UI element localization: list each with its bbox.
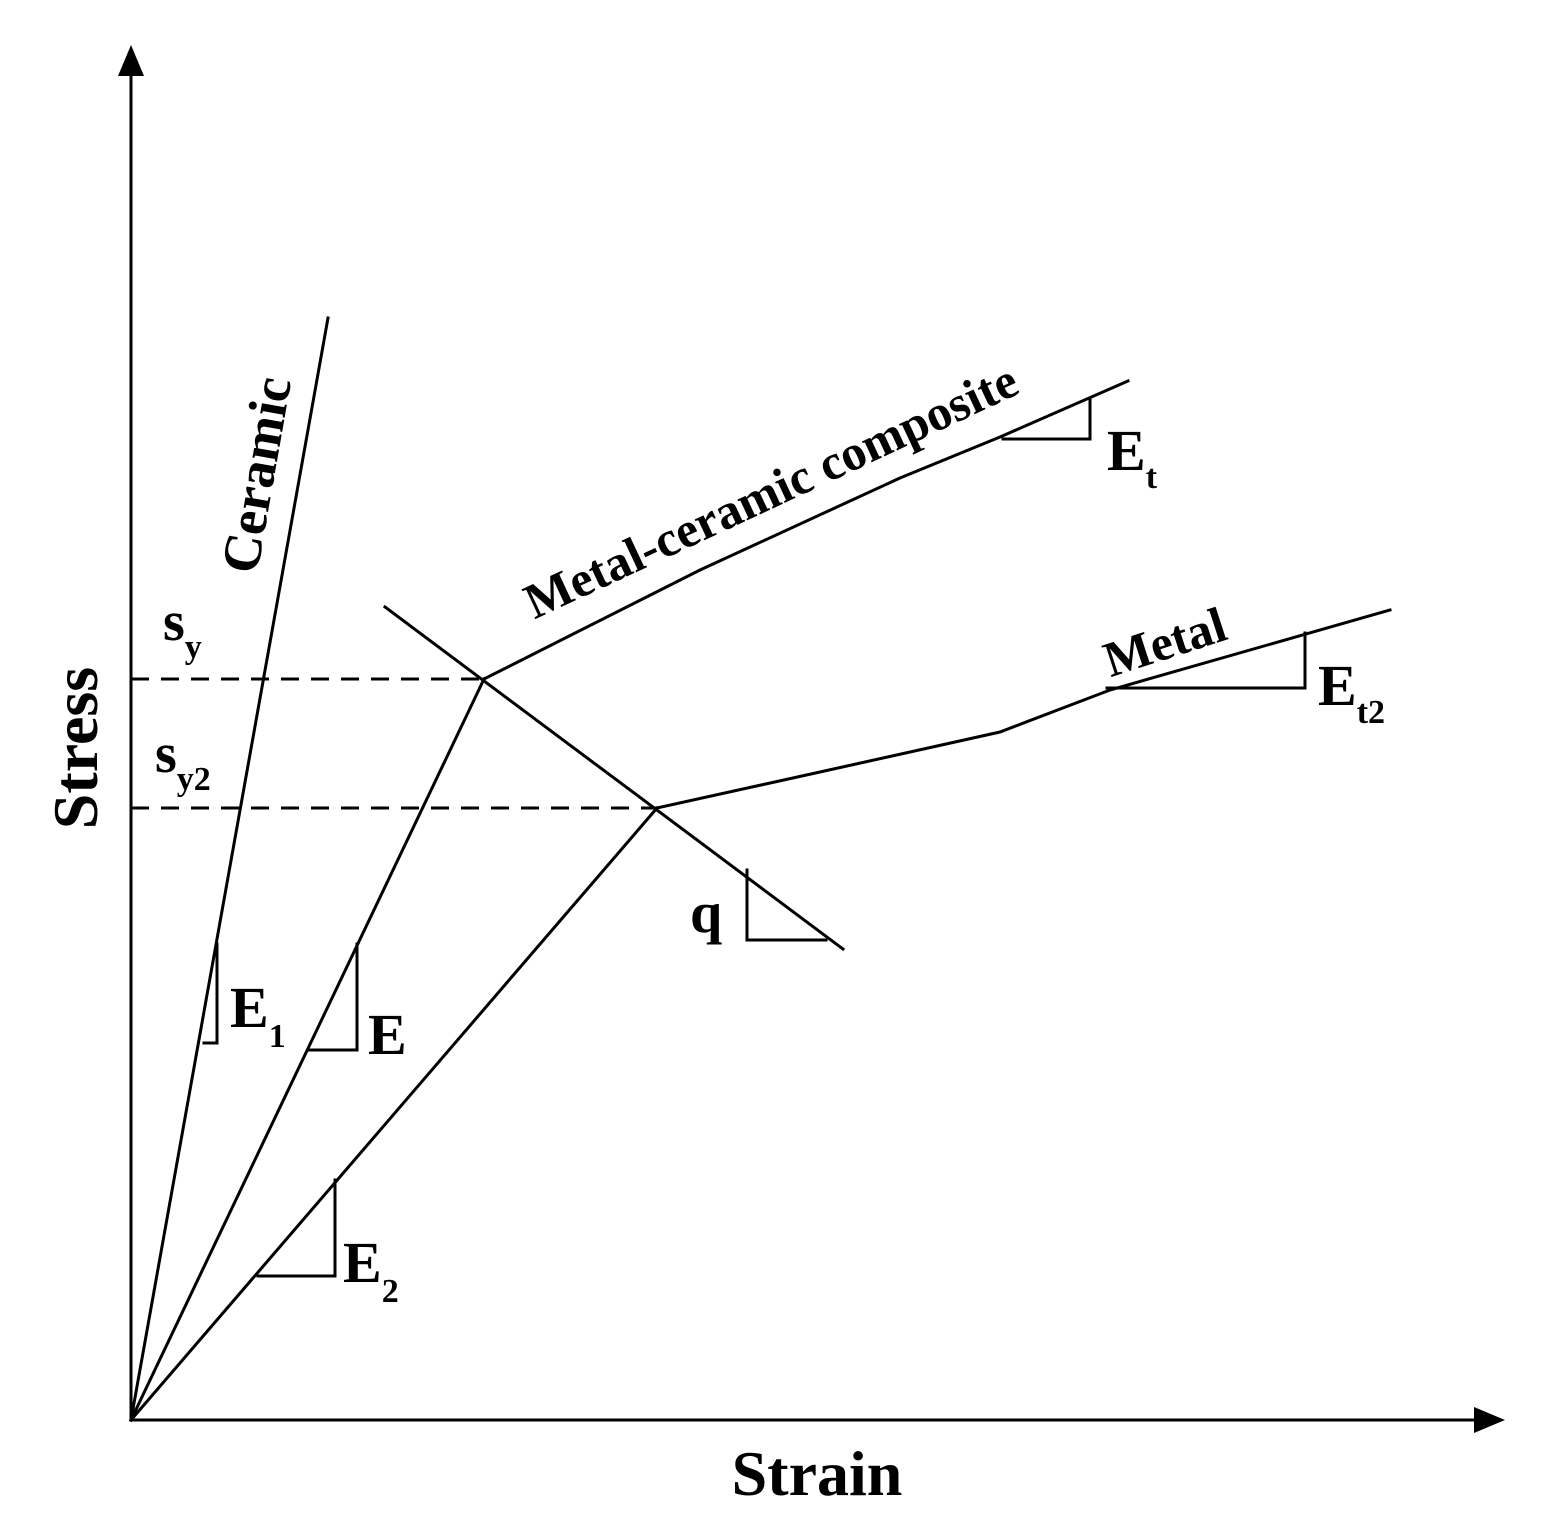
et2-label: Et2 (1318, 653, 1385, 731)
et-base: E (1107, 418, 1146, 483)
e2-base: E (343, 1230, 382, 1295)
e2-subscript: 2 (382, 1273, 399, 1310)
sy-label: sy (163, 591, 202, 666)
sy-subscript: y (185, 629, 202, 666)
metal-hardening-curve (657, 610, 1390, 808)
transition-line (385, 607, 843, 949)
sy-base: s (163, 591, 185, 653)
composite-label: Metal-ceramic composite (516, 352, 1027, 630)
composite-hardening-curve (484, 381, 1128, 679)
sy2-label: sy2 (155, 723, 211, 798)
et2-subscript: t2 (1357, 694, 1385, 731)
x-axis-label: Strain (732, 1438, 903, 1509)
e2-label: E2 (343, 1230, 399, 1310)
e1-label: E1 (230, 975, 286, 1055)
et2-base: E (1318, 653, 1357, 718)
e1-base: E (230, 975, 269, 1040)
et-label: Et (1107, 418, 1158, 496)
x-axis-arrowhead (1474, 1407, 1505, 1433)
y-axis-arrowhead (118, 45, 144, 76)
q-label: q (690, 880, 722, 945)
sy2-base: s (155, 723, 177, 785)
ceramic-label: Ceramic (210, 372, 303, 577)
e-label: E (368, 1002, 407, 1067)
sy2-subscript: y2 (177, 761, 211, 798)
metal-elastic-line (131, 808, 657, 1420)
y-axis-label: Stress (40, 667, 111, 829)
e1-subscript: 1 (269, 1018, 286, 1055)
et-subscript: t (1146, 459, 1158, 496)
